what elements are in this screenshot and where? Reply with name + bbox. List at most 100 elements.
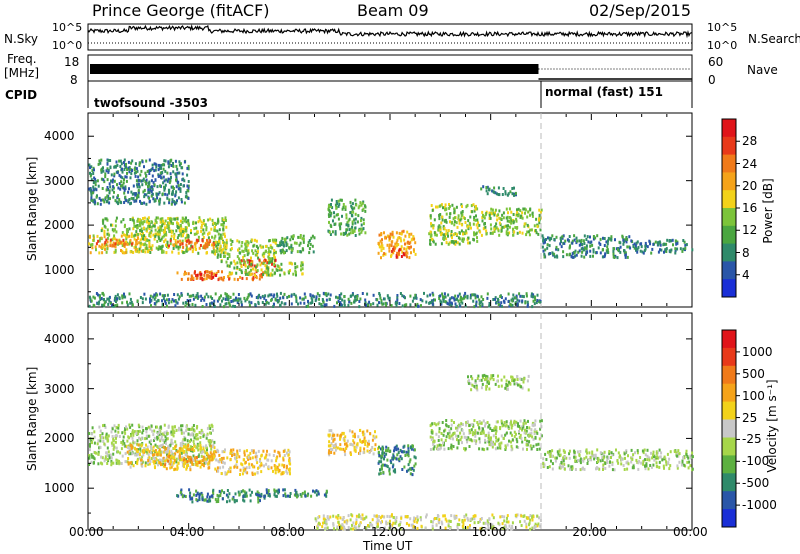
velocity-cell — [159, 453, 162, 457]
power-cell — [248, 303, 251, 307]
power-cell — [635, 248, 637, 252]
power-cell — [148, 180, 151, 184]
power-cell — [356, 298, 359, 301]
power-cell — [92, 172, 95, 175]
velocity-cell — [232, 448, 235, 452]
power-cell — [167, 217, 170, 220]
power-cell — [183, 229, 186, 233]
power-cell — [395, 244, 398, 248]
velocity-cell — [139, 447, 142, 451]
velocity-cell — [429, 448, 432, 451]
velocity-cell — [394, 456, 397, 460]
velocity-cell — [250, 463, 253, 467]
velocity-cell — [375, 435, 378, 439]
power-cell — [102, 198, 104, 202]
power-cell — [134, 192, 137, 196]
power-cell — [453, 216, 456, 220]
velocity-cell — [106, 462, 109, 465]
velocity-cell — [138, 436, 141, 440]
power-cell — [587, 240, 590, 244]
velocity-cell — [653, 458, 656, 462]
power-cell — [180, 228, 183, 232]
velocity-cell — [107, 439, 110, 443]
velocity-cell — [198, 496, 201, 500]
power-cell — [267, 294, 270, 298]
velocity-cell — [478, 426, 481, 430]
velocity-cell — [468, 445, 471, 448]
velocity-cell — [252, 450, 255, 454]
power-cell — [143, 226, 145, 230]
power-cell — [174, 159, 177, 163]
power-cell — [114, 165, 117, 169]
velocity-cell — [225, 472, 228, 476]
power-cell — [542, 249, 545, 253]
velocity-cell — [210, 458, 213, 462]
velocity-cell — [118, 461, 121, 465]
power-cell — [101, 251, 104, 255]
power-cell — [123, 158, 126, 162]
velocity-cell — [470, 428, 473, 432]
power-cell — [118, 159, 121, 163]
velocity-cell — [388, 467, 391, 471]
velocity-cell — [407, 468, 410, 472]
velocity-cell — [201, 493, 204, 497]
velocity-cell — [192, 424, 195, 427]
velocity-cell — [280, 472, 283, 476]
velocity-cell — [484, 424, 486, 428]
power-cell — [408, 246, 411, 250]
velocity-cell — [506, 443, 509, 447]
velocity-cell — [198, 498, 201, 502]
velocity-cell — [141, 431, 144, 435]
power-cell — [462, 232, 464, 236]
power-cell — [289, 261, 292, 265]
power-cell — [159, 217, 162, 221]
power-cell — [672, 243, 674, 247]
velocity-cell — [289, 472, 291, 476]
velocity-cell — [158, 430, 161, 434]
velocity-cell — [432, 447, 435, 451]
velocity-cell — [248, 488, 251, 492]
power-cell — [144, 180, 147, 183]
velocity-cell — [476, 431, 479, 435]
power-cell — [376, 303, 379, 307]
velocity-cell — [194, 456, 196, 460]
velocity-cell — [210, 454, 213, 458]
velocity-cell — [314, 490, 317, 494]
power-cell — [179, 183, 182, 186]
velocity-cell — [115, 436, 117, 440]
power-cell — [155, 163, 158, 167]
power-cell — [147, 225, 150, 229]
power-cell — [484, 222, 486, 225]
velocity-cell — [611, 461, 614, 465]
power-cell — [158, 237, 161, 241]
velocity-cell — [559, 463, 562, 467]
power-cell — [592, 248, 595, 252]
velocity-cell — [206, 432, 209, 436]
power-cell — [89, 251, 92, 255]
power-cell — [203, 231, 206, 235]
power-cell — [131, 169, 133, 172]
power-cell — [534, 298, 537, 302]
power-cell — [262, 262, 265, 266]
power-cell — [246, 240, 249, 244]
velocity-cell — [274, 465, 277, 469]
power-cell — [162, 228, 165, 232]
power-cell — [200, 224, 203, 227]
velocity-cell — [306, 494, 309, 498]
power-cell — [649, 242, 651, 246]
power-cell — [181, 172, 184, 176]
power-cell — [213, 299, 216, 303]
power-cell — [174, 239, 177, 242]
velocity-cell — [378, 445, 380, 449]
power-cell — [154, 178, 157, 182]
power-cell — [138, 247, 141, 251]
power-cell — [250, 272, 253, 276]
velocity-cell — [432, 442, 435, 446]
power-cell — [227, 301, 230, 305]
velocity-cell — [436, 444, 439, 448]
velocity-cell — [277, 450, 280, 454]
power-cell — [614, 238, 616, 242]
power-cell — [90, 193, 93, 197]
velocity-cell — [513, 435, 516, 439]
power-cell — [482, 185, 485, 189]
